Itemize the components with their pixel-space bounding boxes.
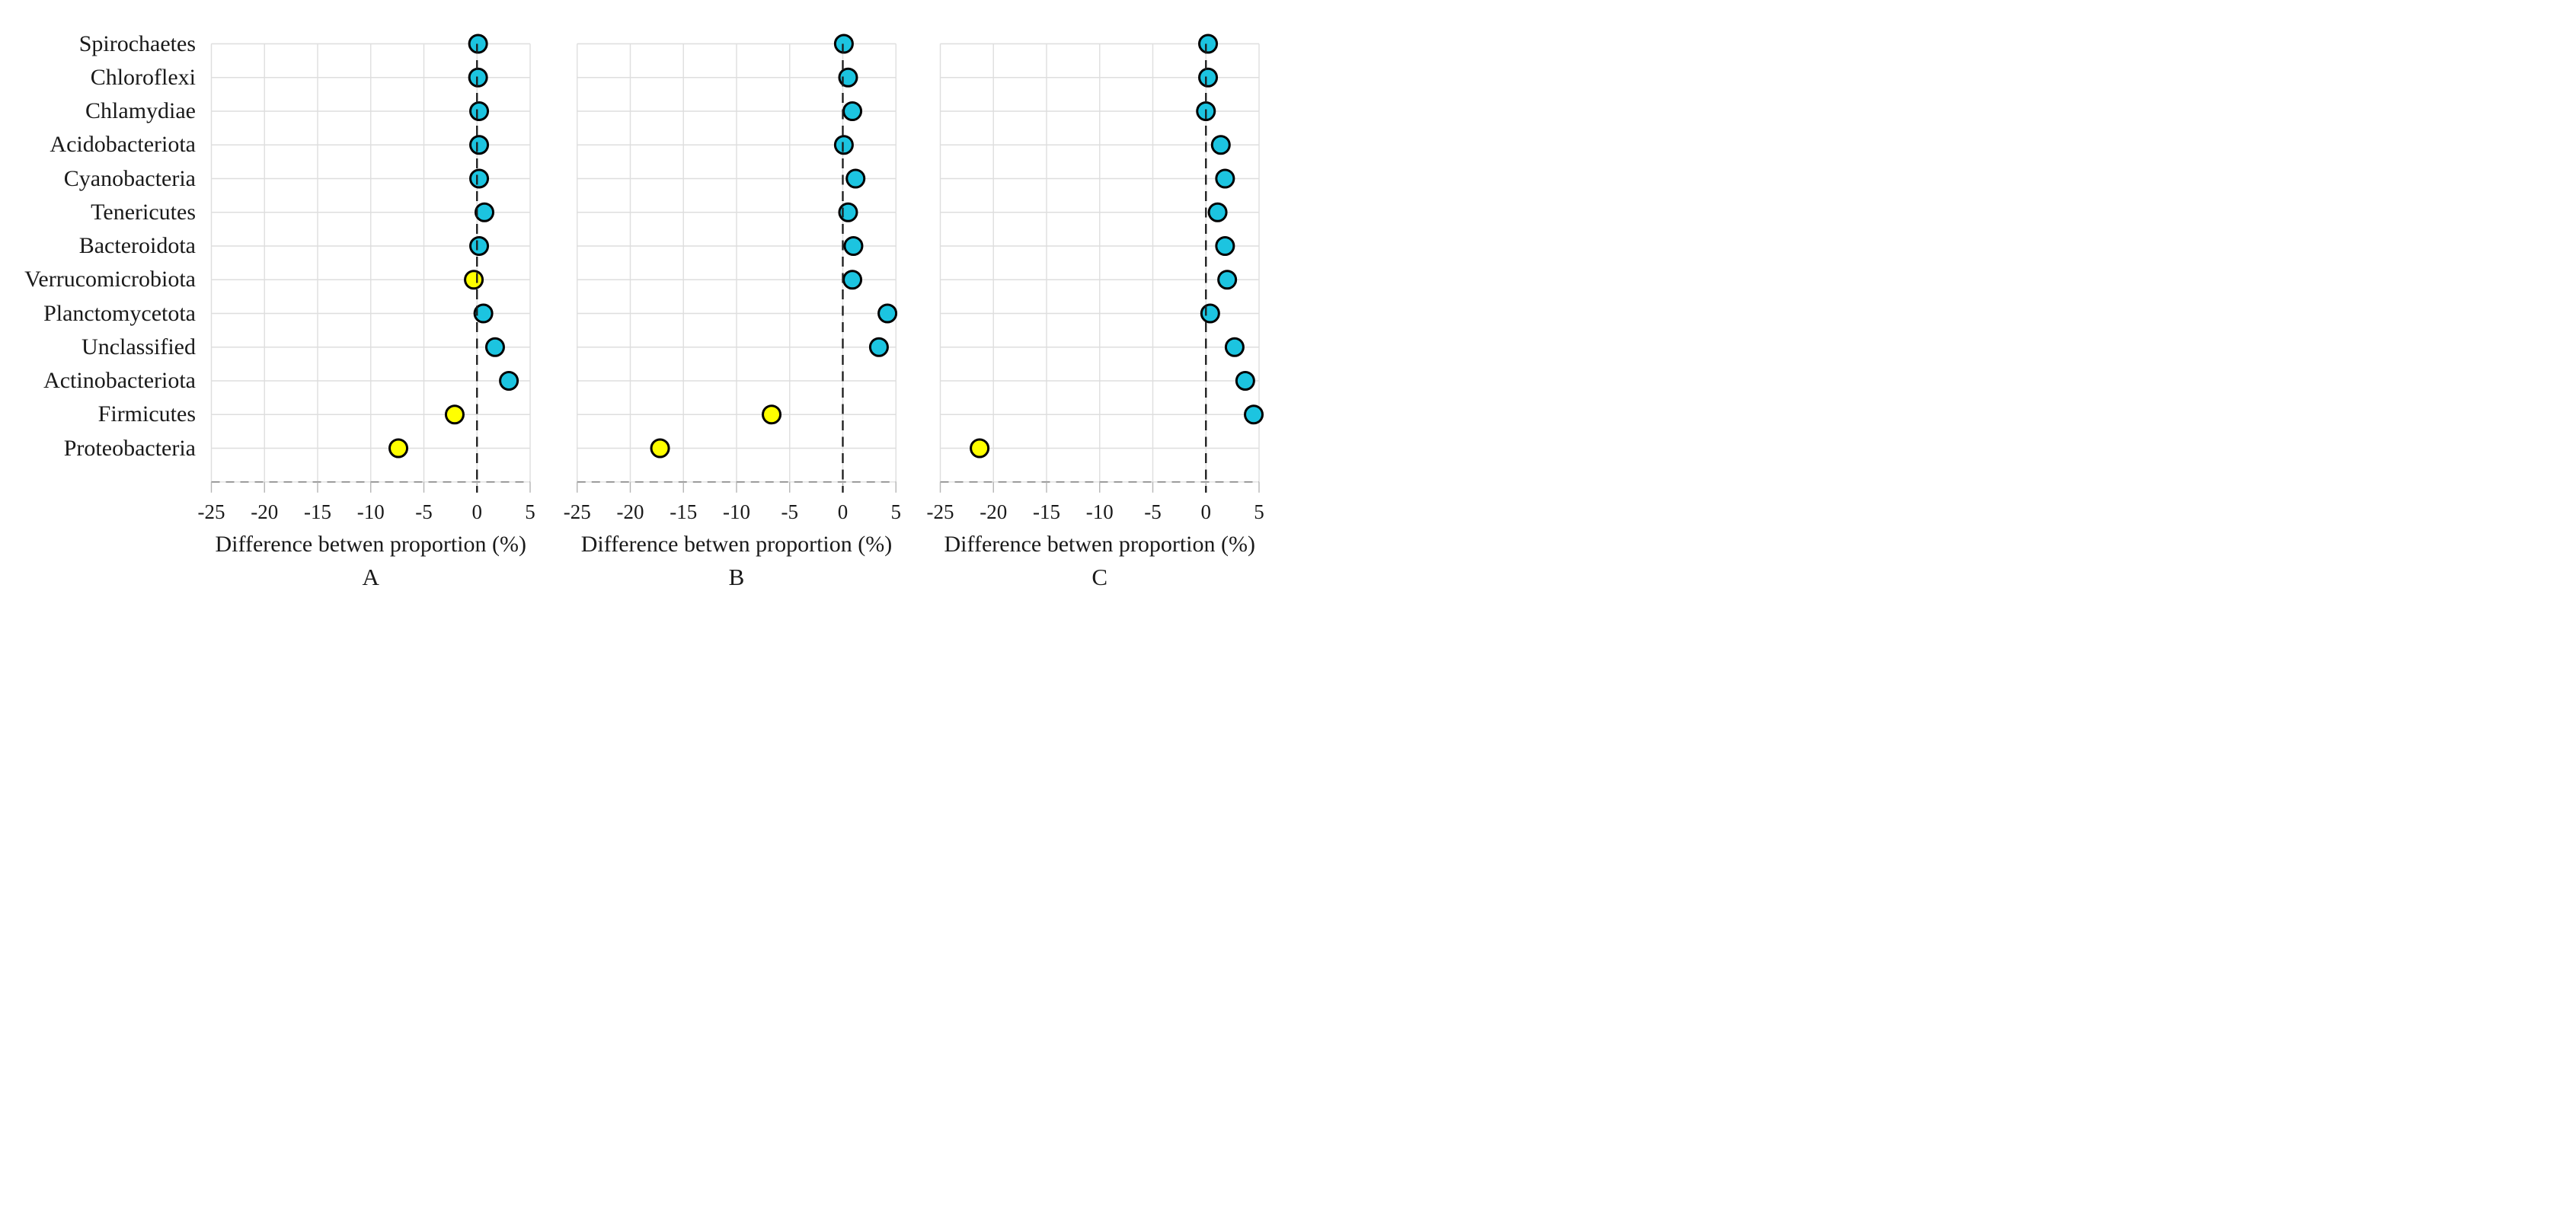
category-label: Unclassified [81, 334, 196, 360]
x-tick-label: -10 [723, 500, 750, 523]
data-point-C-Acidobacteriota [1210, 135, 1231, 155]
category-label: Firmicutes [97, 401, 196, 427]
x-tick-label: -5 [1144, 500, 1162, 523]
data-point-A-Chloroflexi [468, 67, 488, 88]
data-point-C-Spirochaetes [1198, 34, 1219, 54]
category-label: Acidobacteriota [50, 132, 196, 158]
category-label: Verrucomicrobiota [24, 267, 196, 292]
data-point-C-Bacteroidota [1215, 236, 1235, 256]
data-point-B-Spirochaetes [833, 34, 854, 54]
x-tick-label: -20 [616, 500, 644, 523]
data-point-C-Unclassified [1224, 337, 1245, 357]
x-tick-label: 0 [471, 500, 482, 523]
data-point-B-Chloroflexi [838, 67, 858, 88]
x-tick-label: 0 [1200, 500, 1211, 523]
data-point-A-Acidobacteriota [469, 135, 490, 155]
data-point-C-Actinobacteriota [1235, 371, 1255, 391]
category-label: Cyanobacteria [63, 165, 196, 191]
data-point-C-Proteobacteria [970, 438, 990, 459]
x-tick-label: -5 [415, 500, 433, 523]
data-point-B-Unclassified [868, 337, 889, 357]
data-point-A-Chlamydiae [469, 101, 490, 121]
data-point-B-Proteobacteria [650, 438, 670, 459]
x-tick-label: -25 [197, 500, 225, 523]
data-point-C-Cyanobacteria [1215, 168, 1235, 189]
x-tick-label: -15 [303, 500, 331, 523]
data-point-C-Planctomycetota [1200, 303, 1220, 324]
x-tick-label: -25 [926, 500, 954, 523]
x-axis-title-panel-c: Difference betwen proportion (%) [944, 532, 1255, 557]
data-point-A-Proteobacteria [388, 438, 409, 459]
data-point-B-Chlamydiae [842, 101, 863, 121]
data-point-A-Actinobacteriota [499, 371, 519, 391]
x-axis-ticks-panel-c: -25 -20 -15 -10 -5 0 5 [927, 500, 1264, 524]
x-tick-label: -10 [356, 500, 385, 523]
x-tick-label: 5 [890, 500, 902, 523]
dot-plot-figure: Spirochaetes Chloroflexi Chlamydiae Acid… [0, 0, 1288, 604]
data-point-A-Spirochaetes [468, 34, 488, 54]
panel-letter-b: B [728, 564, 745, 590]
data-point-C-Firmicutes [1244, 404, 1264, 425]
data-point-B-Bacteroidota [843, 236, 864, 256]
data-point-B-Acidobacteriota [833, 135, 854, 155]
data-point-B-Firmicutes [762, 404, 782, 425]
x-axis-title-panel-a: Difference betwen proportion (%) [215, 532, 526, 557]
data-point-C-Chloroflexi [1198, 67, 1219, 88]
x-tick-label: 0 [837, 500, 849, 523]
data-point-A-Tenericutes [475, 202, 495, 222]
x-axis-ticks-panel-a: -25 -20 -15 -10 -5 0 5 [198, 500, 535, 524]
x-tick-label: -15 [1032, 500, 1060, 523]
chart-canvas [210, 34, 1264, 493]
x-axis-title-panel-b: Difference betwen proportion (%) [580, 532, 893, 557]
data-point-A-Cyanobacteria [469, 168, 490, 189]
data-point-B-Tenericutes [838, 202, 858, 222]
category-label: Chlamydiae [85, 98, 196, 123]
panel-letter-a: A [362, 564, 379, 590]
category-label: Tenericutes [91, 199, 196, 225]
category-label: Proteobacteria [63, 435, 196, 461]
data-point-A-Verrucomicrobiota [464, 270, 484, 290]
data-point-A-Bacteroidota [469, 236, 490, 256]
data-point-C-Tenericutes [1207, 202, 1228, 222]
data-point-B-Verrucomicrobiota [842, 270, 863, 290]
x-tick-label: -15 [670, 500, 698, 523]
x-tick-label: -20 [251, 500, 279, 523]
data-point-C-Verrucomicrobiota [1217, 270, 1238, 290]
x-tick-label: 5 [525, 500, 535, 523]
category-label: Bacteroidota [78, 233, 196, 258]
data-point-A-Planctomycetota [473, 303, 494, 324]
data-point-A-Firmicutes [444, 404, 465, 425]
x-tick-label: -10 [1085, 500, 1114, 523]
x-tick-label: -25 [563, 500, 591, 523]
data-point-A-Unclassified [484, 337, 505, 357]
x-tick-label: 5 [1254, 500, 1264, 523]
category-label: Actinobacteriota [43, 368, 196, 393]
category-label: Spirochaetes [78, 30, 196, 56]
x-axis-ticks-panel-b: -25 -20 -15 -10 -5 0 5 [564, 500, 901, 524]
data-point-B-Planctomycetota [877, 303, 898, 324]
data-point-B-Cyanobacteria [845, 168, 866, 189]
category-label: Planctomycetota [43, 300, 196, 326]
category-label: Chloroflexi [90, 64, 196, 90]
panel-letter-c: C [1091, 564, 1108, 590]
x-tick-label: -20 [980, 500, 1008, 523]
x-tick-label: -5 [781, 500, 799, 523]
